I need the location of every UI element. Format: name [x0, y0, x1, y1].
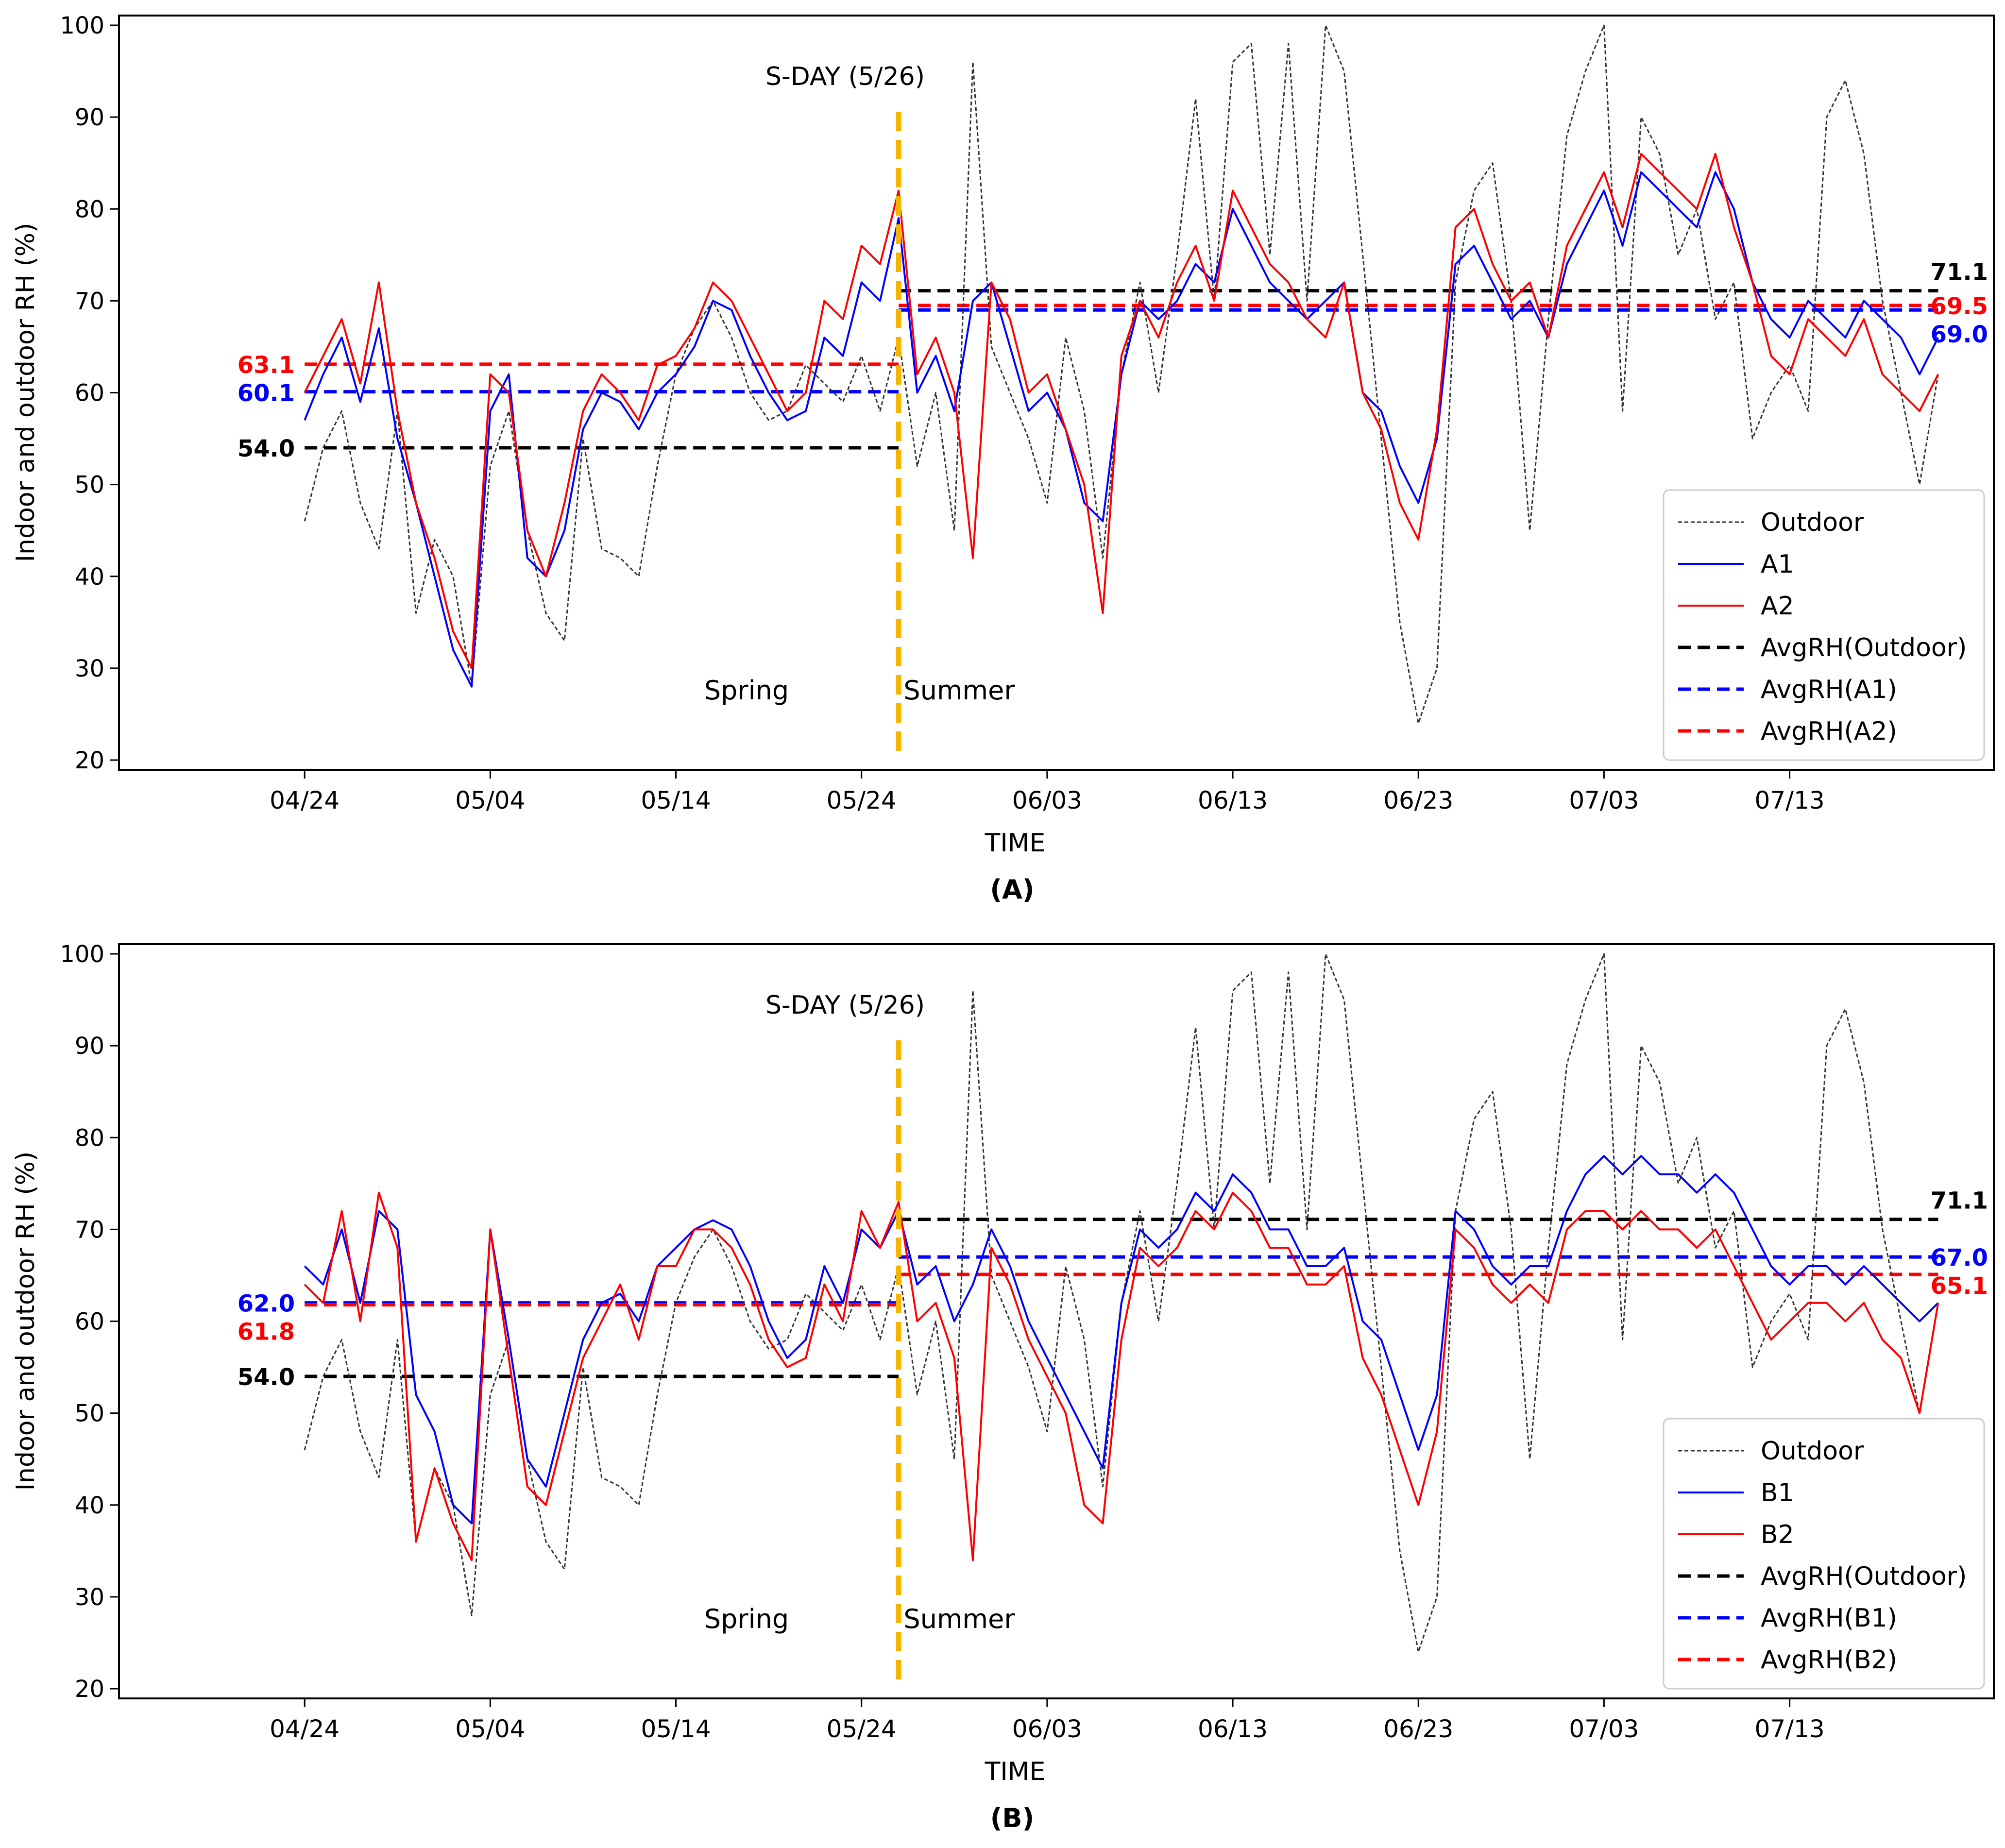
x-tick-label: 06/13 [1198, 1715, 1268, 1743]
y-tick-label: 40 [75, 1492, 104, 1519]
average-labels: 62.061.8 54.0 71.1 67.065.1 [238, 1187, 1988, 1391]
avg-value-label: 65.1 [1931, 1272, 1988, 1300]
y-tick-label: 30 [75, 1584, 104, 1611]
y-axis: 20 30 40 50 60 70 80 90 100 [60, 941, 119, 1703]
spring-label: Spring [704, 675, 789, 706]
avg-value-label: 69.5 [1931, 293, 1988, 320]
y-tick-label: 80 [75, 196, 104, 223]
avg-value-label: 60.1 [238, 380, 295, 407]
x-axis: 04/24 05/04 05/14 05/24 06/03 06/13 06/23 07/03… [270, 1698, 1825, 1743]
legend-entry: A1 [1761, 550, 1794, 579]
y-tick-label: 100 [60, 12, 104, 39]
y-tick-label: 50 [75, 1400, 104, 1427]
legend-entry: AvgRH(A1) [1761, 675, 1897, 704]
avg-value-label: 61.8 [238, 1319, 295, 1346]
legend-entry: Outdoor [1761, 508, 1864, 537]
avg-value-label: 54.0 [238, 435, 295, 462]
x-tick-label: 06/03 [1012, 786, 1082, 814]
legend-entry: AvgRH(Outdoor) [1761, 633, 1967, 662]
panel-label: (B) [990, 1803, 1035, 1833]
legend-entry: B2 [1761, 1520, 1794, 1549]
x-tick-label: 04/24 [270, 786, 340, 814]
avg-value-label: 71.1 [1931, 1187, 1988, 1215]
x-axis-label: TIME [985, 1757, 1046, 1786]
legend: Outdoor A1 A2 AvgRH(Outdoor) AvgRH(A1) AvgRH(… [1663, 489, 1985, 761]
summer-label: Summer [903, 1604, 1015, 1634]
x-tick-label: 05/24 [827, 1715, 897, 1743]
x-axis-label: TIME [985, 829, 1046, 858]
y-tick-label: 40 [75, 563, 104, 591]
series-line-a2 [304, 153, 1939, 669]
series-lines [304, 24, 1939, 724]
summer-avg-labels: 71.1 69.569.0 [1931, 259, 1988, 348]
avg-value-label: 71.1 [1931, 259, 1988, 286]
y-tick-label: 60 [75, 380, 104, 407]
y-tick-label: 100 [60, 941, 104, 968]
y-tick-label: 30 [75, 655, 104, 682]
x-tick-label: 06/23 [1383, 786, 1453, 814]
avg-value-label: 69.0 [1931, 321, 1988, 348]
avg-value-label: 63.1 [238, 352, 295, 379]
x-tick-label: 05/04 [455, 1715, 525, 1743]
avg-value-label: 67.0 [1931, 1244, 1988, 1272]
s-day-label: S-DAY (5/26) [765, 991, 925, 1020]
y-axis-label: Indoor and outdoor RH (%) [11, 1152, 40, 1491]
spring-label: Spring [704, 1604, 789, 1634]
x-tick-label: 06/13 [1198, 786, 1268, 814]
summer-avg-labels: 71.1 67.065.1 [1931, 1187, 1988, 1300]
legend-entry: B1 [1761, 1478, 1794, 1508]
y-tick-label: 80 [75, 1124, 104, 1152]
x-tick-label: 05/14 [641, 1715, 711, 1743]
legend-box [1663, 489, 1985, 761]
legend-entry: AvgRH(B1) [1761, 1604, 1897, 1633]
y-tick-label: 90 [75, 104, 104, 131]
x-tick-label: 05/24 [827, 786, 897, 814]
y-axis: 20 30 40 50 60 70 80 90 100 [60, 12, 119, 774]
x-tick-label: 06/23 [1383, 1715, 1453, 1743]
x-axis: 04/24 05/04 05/14 05/24 06/03 06/13 06/23 07/03… [270, 770, 1825, 814]
y-tick-label: 20 [75, 747, 104, 774]
y-tick-label: 90 [75, 1033, 104, 1060]
panel-label: (A) [990, 874, 1034, 905]
legend-entry: AvgRH(A2) [1761, 717, 1897, 746]
y-tick-label: 60 [75, 1308, 104, 1336]
legend-entry: Outdoor [1761, 1437, 1864, 1466]
series-line-b2 [304, 1191, 1939, 1561]
series-line-b1 [304, 1155, 1939, 1525]
x-tick-label: 07/13 [1755, 1715, 1825, 1743]
x-tick-label: 07/03 [1569, 786, 1639, 814]
legend-entry: AvgRH(B2) [1761, 1645, 1897, 1675]
x-tick-label: 07/03 [1569, 1715, 1639, 1743]
y-tick-label: 70 [75, 1216, 104, 1243]
chart-panel-a: 20 30 40 50 60 70 80 90 100 04/24 05/04 05/14 05/24… [11, 12, 1995, 905]
avg-value-label: 54.0 [238, 1364, 295, 1391]
x-tick-label: 06/03 [1012, 1715, 1082, 1743]
x-tick-label: 07/13 [1755, 786, 1825, 814]
y-tick-label: 20 [75, 1676, 104, 1703]
x-tick-label: 04/24 [270, 1715, 340, 1743]
y-tick-label: 50 [75, 472, 104, 499]
s-day-label: S-DAY (5/26) [765, 62, 925, 91]
series-line-a1 [304, 171, 1939, 688]
average-labels: 63.160.1 54.0 71.1 69.569.0 [238, 259, 1988, 462]
legend-box [1663, 1418, 1985, 1690]
legend-entry: A2 [1761, 592, 1794, 621]
avg-value-label: 62.0 [238, 1290, 295, 1318]
y-tick-label: 70 [75, 288, 104, 315]
y-axis-label: Indoor and outdoor RH (%) [11, 223, 40, 562]
summer-label: Summer [903, 675, 1015, 706]
x-tick-label: 05/14 [641, 786, 711, 814]
legend-entry: AvgRH(Outdoor) [1761, 1562, 1967, 1591]
chart-panel-b: 20 30 40 50 60 70 80 90 100 04/24 05/04 05/14 05/24… [11, 941, 1995, 1833]
legend: Outdoor B1 B2 AvgRH(Outdoor) AvgRH(B1) AvgRH(… [1663, 1418, 1985, 1690]
series-lines [304, 953, 1939, 1653]
x-tick-label: 05/04 [455, 786, 525, 814]
